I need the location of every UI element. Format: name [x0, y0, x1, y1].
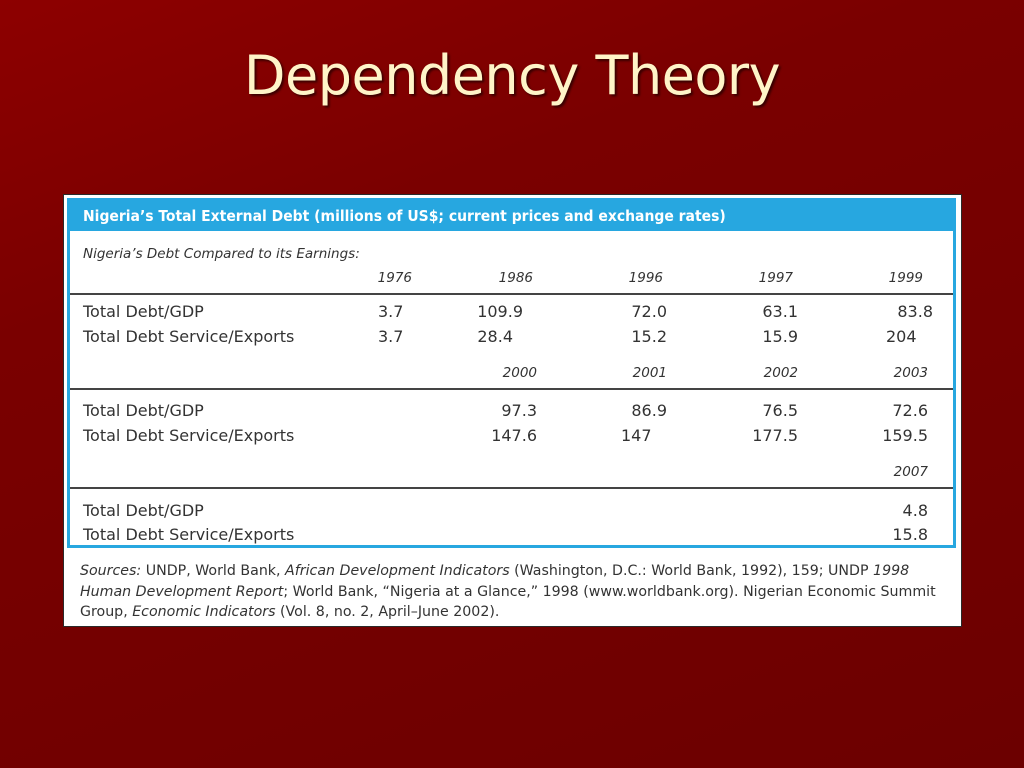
- sources-text: (Vol. 8, no. 2, April–June 2002).: [275, 604, 500, 620]
- table-cell: 86.9: [631, 401, 667, 420]
- year-header: 2002: [763, 365, 798, 381]
- table-cell: 72.6: [892, 401, 928, 420]
- row-label-debt-gdp: Total Debt/GDP: [83, 401, 204, 420]
- year-header: 1999: [888, 270, 923, 286]
- row-label-debt-gdp: Total Debt/GDP: [83, 501, 204, 520]
- sources-citation: African Development Indicators: [285, 563, 510, 579]
- table-cell: 83.8: [897, 302, 933, 321]
- table-sources: Sources: UNDP, World Bank, African Devel…: [80, 561, 960, 623]
- row-label-service-exports: Total Debt Service/Exports: [83, 426, 295, 445]
- table-cell: 28.4: [477, 327, 513, 346]
- table-cell: 177.5: [752, 426, 798, 445]
- sources-text: (Washington, D.C.: World Bank, 1992), 15…: [509, 563, 874, 579]
- sources-prefix: Sources:: [80, 563, 142, 579]
- table-subtitle: Nigeria’s Debt Compared to its Earnings:: [83, 246, 360, 262]
- year-header: 2007: [893, 464, 928, 480]
- sources-text: ; World Bank, “Nigeria at a Glance,” 199…: [80, 583, 936, 621]
- row-divider: [70, 487, 953, 489]
- table-header: Nigeria’s Total External Debt (millions …: [70, 201, 953, 231]
- table-cell: 72.0: [631, 302, 667, 321]
- table-cell: 63.1: [762, 302, 798, 321]
- sources-citation: Economic Indicators: [132, 604, 276, 620]
- year-header: 2001: [632, 365, 667, 381]
- table-cell: 147: [621, 426, 652, 445]
- row-label-debt-gdp: Total Debt/GDP: [83, 302, 204, 321]
- row-divider: [70, 293, 953, 295]
- table-cell: 3.7: [378, 302, 404, 321]
- year-header: 1986: [498, 270, 533, 286]
- table-cell: 3.7: [378, 327, 404, 346]
- year-header: 1997: [758, 270, 793, 286]
- table-cell: 4.8: [902, 501, 928, 520]
- table-cell: 15.8: [892, 525, 928, 544]
- year-header: 1996: [628, 270, 663, 286]
- table-cell: 147.6: [491, 426, 537, 445]
- table-cell: 109.9: [477, 302, 523, 321]
- debt-table-figure: Nigeria’s Total External Debt (millions …: [63, 194, 962, 627]
- table-cell: 204: [886, 327, 917, 346]
- year-header: 2000: [502, 365, 537, 381]
- table-cell: 97.3: [501, 401, 537, 420]
- sources-text: UNDP, World Bank,: [141, 563, 286, 579]
- row-divider: [70, 388, 953, 390]
- table-cell: 76.5: [762, 401, 798, 420]
- table-cell: 159.5: [882, 426, 928, 445]
- year-header: 1976: [377, 270, 412, 286]
- sources-citation: 1998 Human Development Report: [80, 563, 910, 600]
- table-cell: 15.2: [631, 327, 667, 346]
- debt-table: Nigeria’s Total External Debt (millions …: [67, 198, 956, 548]
- slide-title: Dependency Theory: [243, 44, 781, 107]
- row-label-service-exports: Total Debt Service/Exports: [83, 327, 295, 346]
- row-label-service-exports: Total Debt Service/Exports: [83, 525, 295, 544]
- table-cell: 15.9: [762, 327, 798, 346]
- year-header: 2003: [893, 365, 928, 381]
